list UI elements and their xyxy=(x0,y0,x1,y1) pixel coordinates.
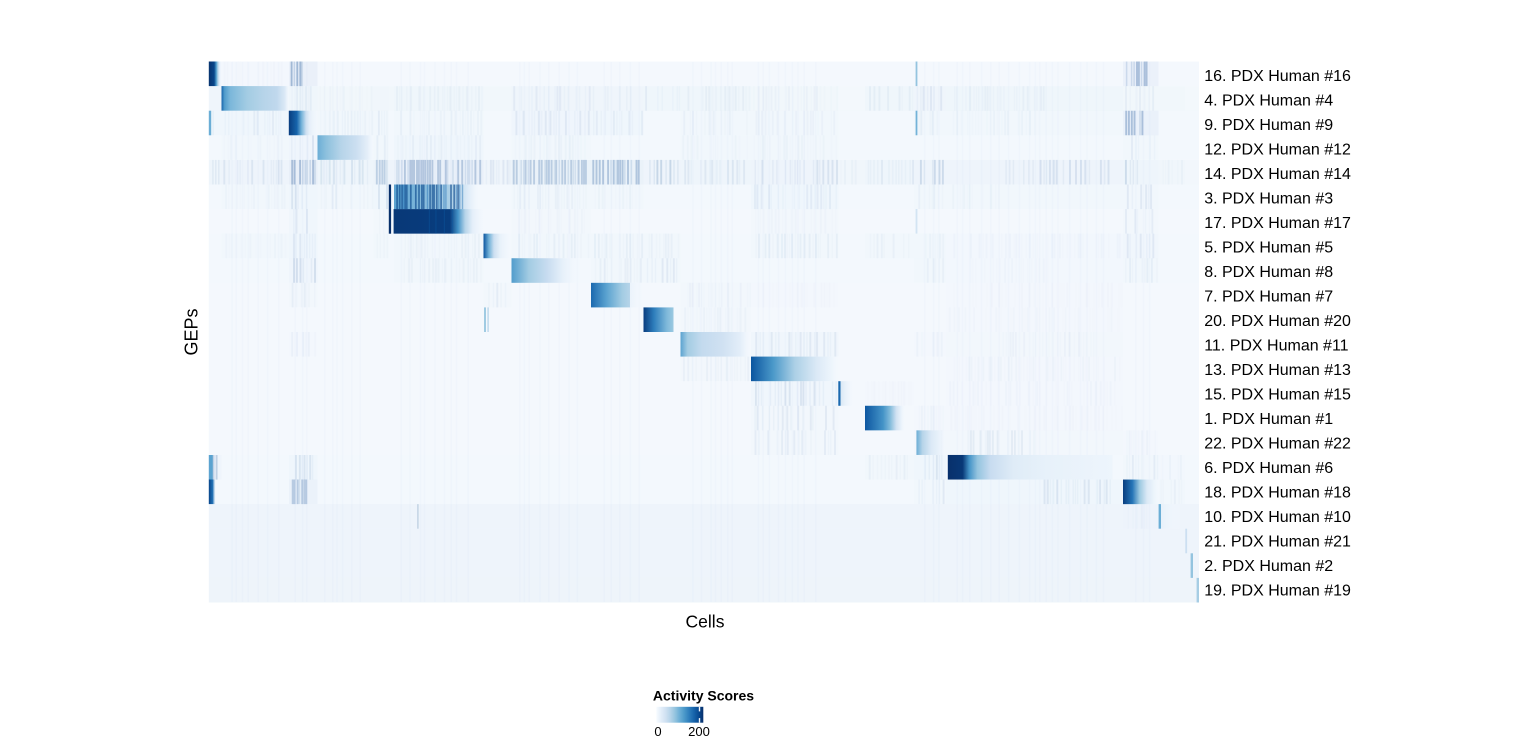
svg-text:8. PDX Human #8: 8. PDX Human #8 xyxy=(1204,264,1333,281)
svg-text:0: 0 xyxy=(654,724,661,739)
svg-text:13. PDX Human #13: 13. PDX Human #13 xyxy=(1204,362,1351,379)
svg-text:Activity Scores: Activity Scores xyxy=(653,688,754,704)
svg-text:2. PDX Human #2: 2. PDX Human #2 xyxy=(1204,558,1333,575)
svg-text:4. PDX Human #4: 4. PDX Human #4 xyxy=(1204,93,1333,110)
svg-text:20. PDX Human #20: 20. PDX Human #20 xyxy=(1204,313,1351,330)
svg-text:6. PDX Human #6: 6. PDX Human #6 xyxy=(1204,460,1333,477)
svg-text:GEPs: GEPs xyxy=(182,308,202,355)
svg-text:11. PDX Human #11: 11. PDX Human #11 xyxy=(1204,338,1348,355)
svg-text:15. PDX Human #15: 15. PDX Human #15 xyxy=(1204,387,1351,404)
svg-text:7. PDX Human #7: 7. PDX Human #7 xyxy=(1204,289,1333,306)
svg-text:200: 200 xyxy=(688,724,710,739)
svg-text:16. PDX Human #16: 16. PDX Human #16 xyxy=(1204,68,1351,85)
svg-text:22. PDX Human #22: 22. PDX Human #22 xyxy=(1204,436,1351,453)
svg-text:Cells: Cells xyxy=(686,612,725,632)
svg-text:1. PDX Human #1: 1. PDX Human #1 xyxy=(1204,411,1333,428)
svg-text:3. PDX Human #3: 3. PDX Human #3 xyxy=(1204,191,1333,208)
svg-text:17. PDX Human #17: 17. PDX Human #17 xyxy=(1204,215,1351,232)
svg-text:10. PDX Human #10: 10. PDX Human #10 xyxy=(1204,509,1351,526)
svg-text:12. PDX Human #12: 12. PDX Human #12 xyxy=(1204,142,1351,159)
svg-text:14. PDX Human #14: 14. PDX Human #14 xyxy=(1204,166,1351,183)
svg-text:21. PDX Human #21: 21. PDX Human #21 xyxy=(1204,534,1351,551)
svg-text:19. PDX Human #19: 19. PDX Human #19 xyxy=(1204,583,1351,600)
svg-text:5. PDX Human #5: 5. PDX Human #5 xyxy=(1204,240,1333,257)
svg-text:9. PDX Human #9: 9. PDX Human #9 xyxy=(1204,117,1333,134)
svg-text:18. PDX Human #18: 18. PDX Human #18 xyxy=(1204,485,1351,502)
